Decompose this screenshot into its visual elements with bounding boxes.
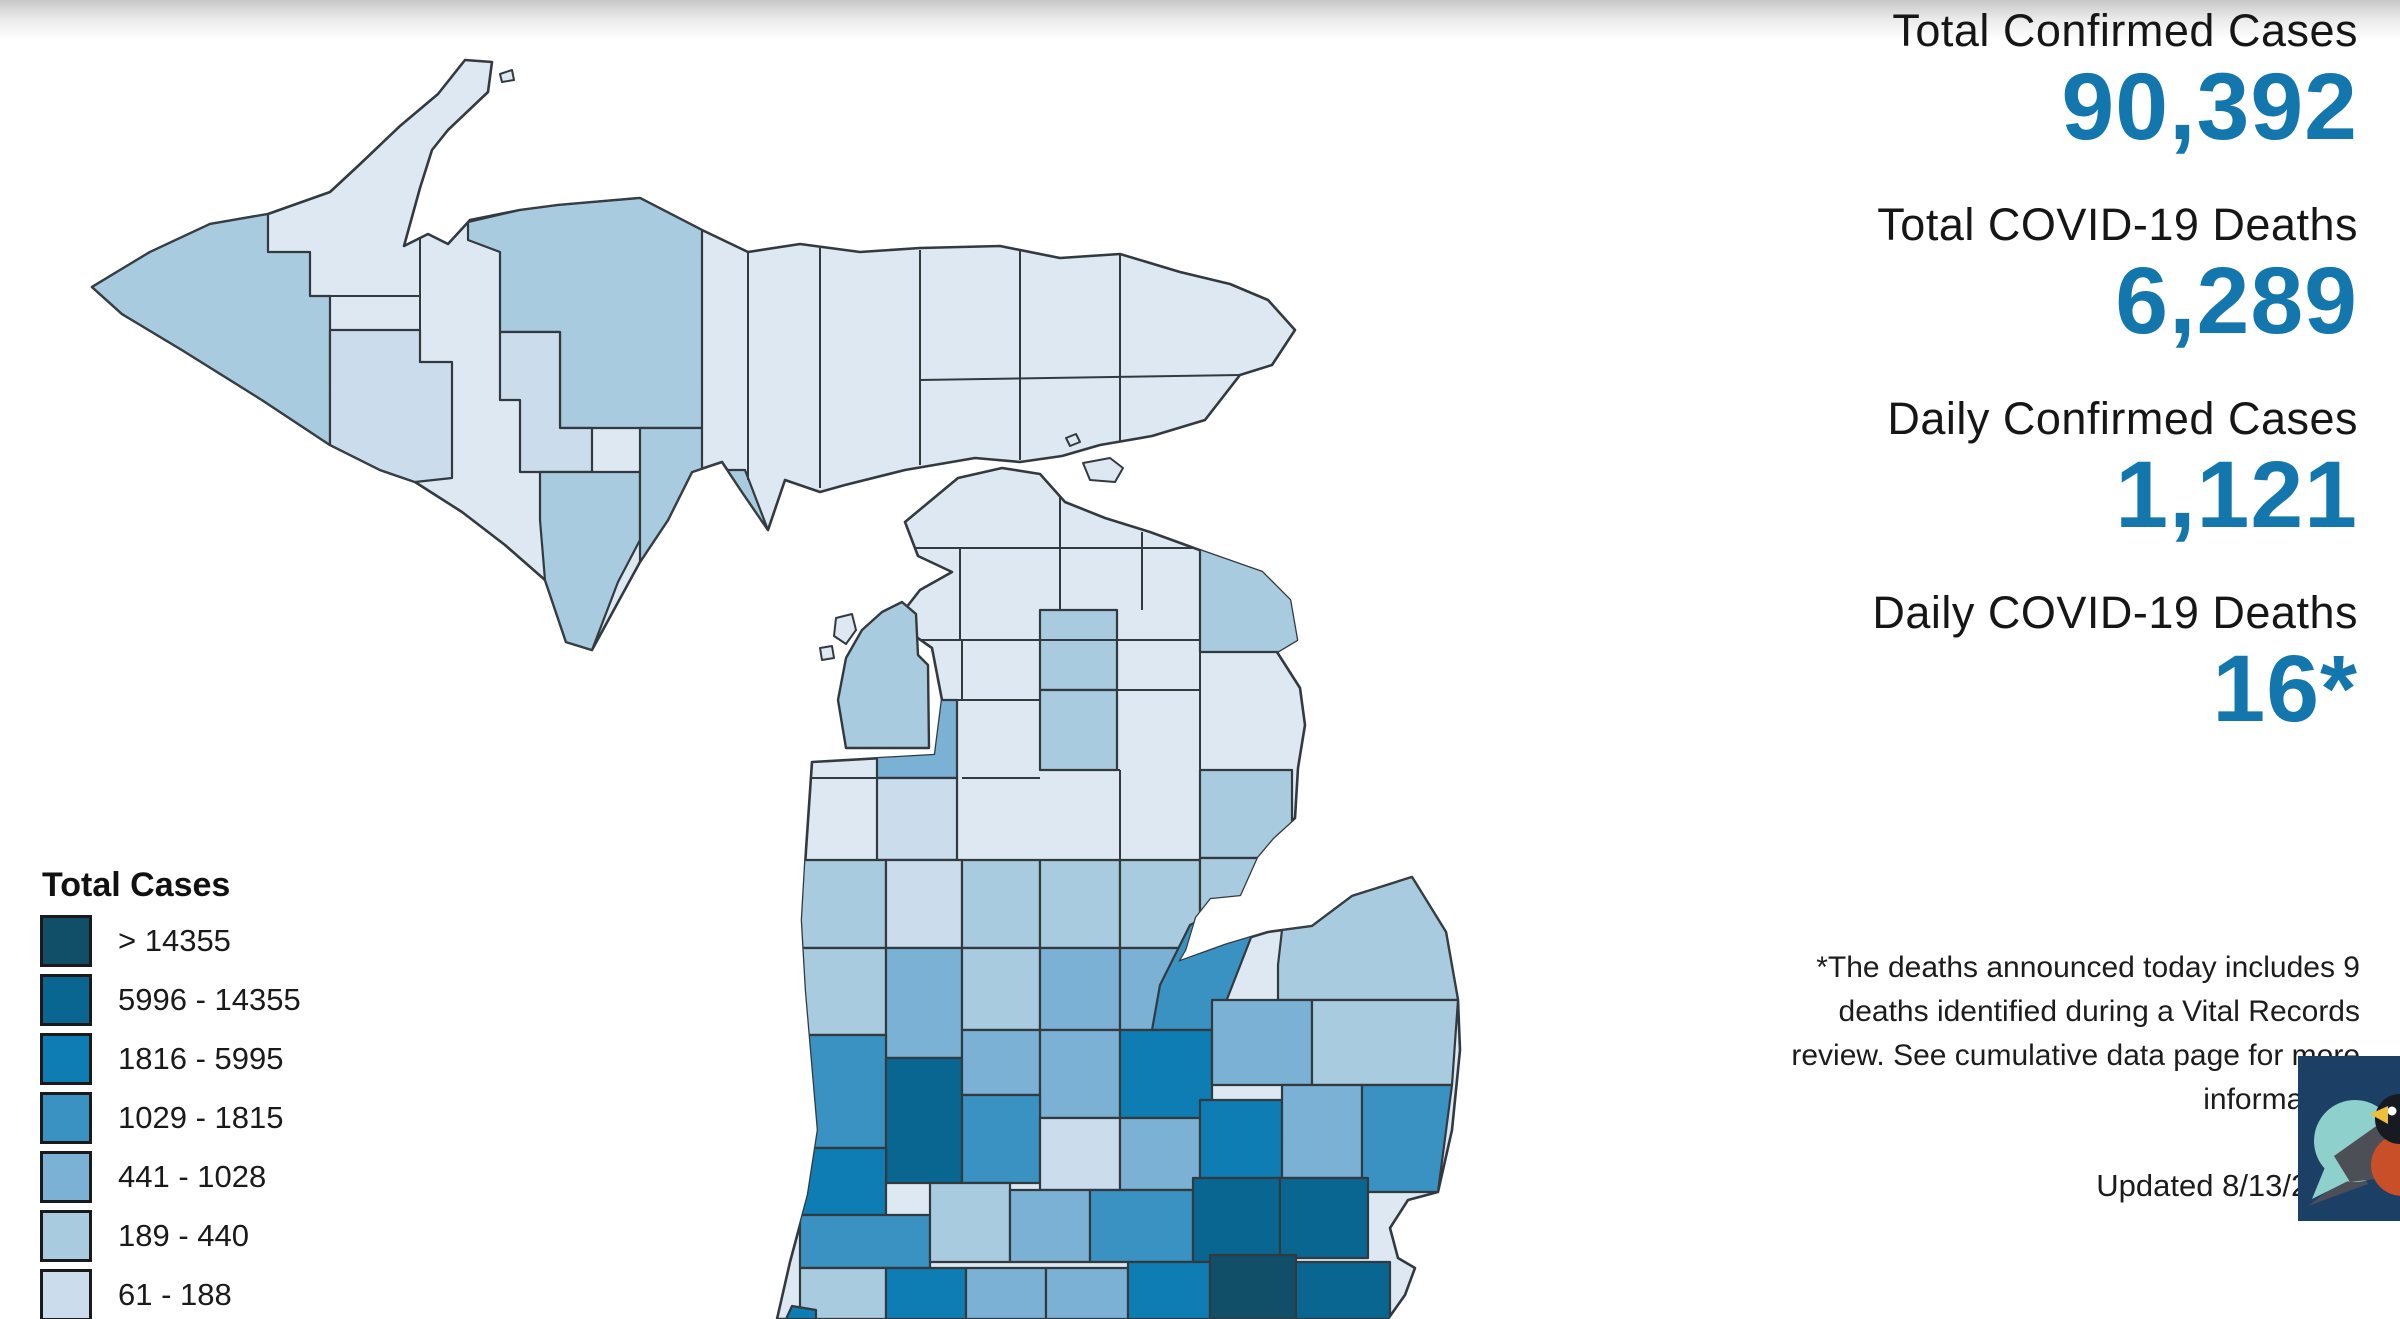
county-leelanau[interactable] xyxy=(836,600,931,750)
mackinac-isle xyxy=(1065,433,1081,447)
keweenaw-isle xyxy=(499,69,515,83)
county-crawford[interactable] xyxy=(1038,688,1119,772)
stat-value: 16* xyxy=(2212,636,2358,743)
county-gogebic[interactable] xyxy=(92,212,332,447)
legend-swatch xyxy=(40,1033,92,1085)
legend-label: 61 - 188 xyxy=(118,1277,232,1312)
county-lake[interactable] xyxy=(884,858,964,950)
county-st-clair[interactable] xyxy=(1360,1083,1454,1194)
bird-eye-icon xyxy=(2387,1106,2397,1116)
legend-item: 189 - 440 xyxy=(40,1210,301,1262)
stat-label: Total COVID-19 Deaths xyxy=(1877,198,2358,250)
legend-label: 1816 - 5995 xyxy=(118,1041,284,1076)
county-ionia[interactable] xyxy=(960,1093,1042,1185)
county-huron[interactable] xyxy=(1276,875,1460,1002)
county-newaygo[interactable] xyxy=(884,946,964,1060)
county-wayne[interactable] xyxy=(1208,1253,1298,1319)
bird-beak-icon xyxy=(2370,1106,2388,1124)
footnote: *The deaths announced today includes 9 de… xyxy=(1560,946,2360,1122)
stat-label: Daily COVID-19 Deaths xyxy=(1872,586,2358,638)
legend-swatch xyxy=(40,1210,92,1262)
county-kent[interactable] xyxy=(884,1056,964,1185)
fox-island xyxy=(819,645,835,661)
legend-swatch xyxy=(40,1092,92,1144)
county-saginaw[interactable] xyxy=(1118,1028,1214,1120)
county-tuscola[interactable] xyxy=(1210,998,1314,1087)
legend-item: 441 - 1028 xyxy=(40,1151,301,1203)
county-mecosta[interactable] xyxy=(960,946,1042,1032)
footnote-line: *The deaths announced today includes 9 xyxy=(1816,951,2360,984)
legend-label: > 14355 xyxy=(118,923,231,958)
legend-item: 61 - 188 xyxy=(40,1269,301,1319)
county-mason[interactable] xyxy=(798,858,888,950)
county-barry[interactable] xyxy=(928,1181,1012,1264)
stat-value: 1,121 xyxy=(2115,442,2358,549)
county-berrien[interactable] xyxy=(784,1304,818,1319)
county-kalamazoo[interactable] xyxy=(884,1266,968,1319)
legend-label: 1029 - 1815 xyxy=(118,1100,284,1135)
county-menominee[interactable] xyxy=(538,470,642,650)
county-shiawassee[interactable] xyxy=(1118,1116,1202,1192)
stat-label: Daily Confirmed Cases xyxy=(1887,392,2358,444)
county-clinton[interactable] xyxy=(1038,1116,1122,1192)
legend-swatch xyxy=(40,915,92,967)
kpi-stats: Total Confirmed Cases 90,392 Total COVID-1… xyxy=(1872,4,2358,780)
county-border xyxy=(919,374,1241,381)
legend-swatch xyxy=(40,1269,92,1319)
county-monroe-downriver[interactable] xyxy=(1294,1260,1392,1319)
county-allegan[interactable] xyxy=(798,1213,932,1270)
county-lapeer[interactable] xyxy=(1280,1083,1364,1180)
county-jackson[interactable] xyxy=(1044,1266,1130,1319)
legend-title: Total Cases xyxy=(42,866,231,904)
county-oakland[interactable] xyxy=(1191,1176,1282,1264)
county-alpena[interactable] xyxy=(1198,546,1302,654)
county-gratiot[interactable] xyxy=(1038,1028,1122,1120)
county-macomb[interactable] xyxy=(1278,1176,1370,1260)
bird-tail-teal-icon xyxy=(2312,1160,2354,1199)
county-clare[interactable] xyxy=(1038,858,1122,950)
county-washtenaw[interactable] xyxy=(1126,1260,1212,1319)
county-iosco[interactable] xyxy=(1198,768,1294,860)
county-van-buren[interactable] xyxy=(798,1266,888,1319)
county-eaton[interactable] xyxy=(1008,1188,1092,1264)
stat-label: Total Confirmed Cases xyxy=(1892,5,2358,56)
county-otsego[interactable] xyxy=(1038,608,1119,692)
county-montcalm[interactable] xyxy=(960,1028,1042,1097)
legend-item: 5996 - 14355 xyxy=(40,974,301,1026)
robin-logo xyxy=(2298,1056,2400,1221)
county-muskegon[interactable] xyxy=(798,1033,888,1150)
county-osceola[interactable] xyxy=(960,858,1042,950)
bois-blanc xyxy=(1082,457,1124,483)
footnote-line: review. See cumulative data page for mor… xyxy=(1791,1039,2360,1073)
county-oceana[interactable] xyxy=(798,946,888,1037)
beaver-island xyxy=(833,613,857,645)
county-genesee[interactable] xyxy=(1198,1098,1284,1180)
county-sanilac[interactable] xyxy=(1310,998,1460,1087)
county-wexford[interactable] xyxy=(875,776,959,862)
legend-item: 1029 - 1815 xyxy=(40,1092,301,1144)
county-ingham[interactable] xyxy=(1088,1188,1195,1264)
footnote-line: information. xyxy=(2203,1083,2360,1117)
bird-breast-icon xyxy=(2371,1134,2400,1196)
michigan-choropleth-map[interactable] xyxy=(0,0,1550,1319)
legend-swatch xyxy=(40,974,92,1026)
legend-rows: > 14355 5996 - 14355 1816 - 5995 1029 - 181… xyxy=(40,915,301,1319)
stat-value: 90,392 xyxy=(2061,54,2358,161)
legend-label: 441 - 1028 xyxy=(118,1159,267,1194)
stat-value: 6,289 xyxy=(2115,248,2358,355)
county-calhoun[interactable] xyxy=(964,1266,1048,1319)
legend-item: 1816 - 5995 xyxy=(40,1033,301,1085)
footnote-line: deaths identified during a Vital Records xyxy=(1838,995,2360,1029)
legend-item: > 14355 xyxy=(40,915,301,967)
county-isabella[interactable] xyxy=(1038,946,1122,1032)
legend-label: 5996 - 14355 xyxy=(118,982,301,1017)
legend-label: 189 - 440 xyxy=(118,1218,249,1253)
legend-swatch xyxy=(40,1151,92,1203)
legend: Total Cases > 14355 5996 - 14355 1816 - 59… xyxy=(40,866,301,1319)
